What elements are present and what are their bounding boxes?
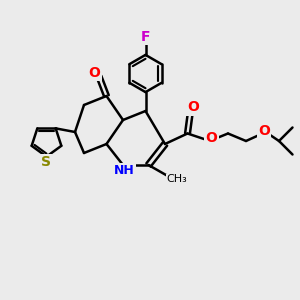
Text: O: O xyxy=(258,124,270,137)
Text: S: S xyxy=(41,155,51,169)
Text: CH₃: CH₃ xyxy=(167,174,188,184)
Text: NH: NH xyxy=(114,164,135,177)
Text: O: O xyxy=(188,100,200,114)
Text: O: O xyxy=(88,66,101,80)
Text: O: O xyxy=(206,131,218,145)
Text: F: F xyxy=(141,30,150,44)
